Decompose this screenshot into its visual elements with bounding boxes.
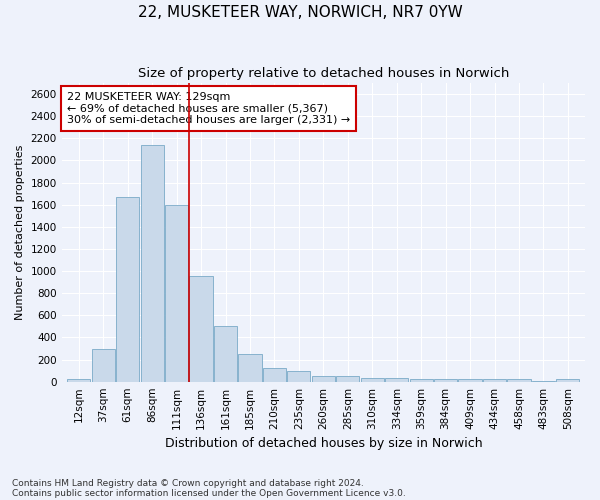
Bar	[238, 354, 262, 382]
Bar	[116, 197, 139, 382]
Title: Size of property relative to detached houses in Norwich: Size of property relative to detached ho…	[137, 68, 509, 80]
Text: Contains HM Land Registry data © Crown copyright and database right 2024.: Contains HM Land Registry data © Crown c…	[12, 478, 364, 488]
Bar	[508, 380, 530, 382]
Bar	[336, 376, 359, 382]
Bar	[214, 326, 237, 382]
Bar	[190, 276, 212, 382]
Bar	[434, 380, 457, 382]
Bar	[483, 380, 506, 382]
Bar	[556, 379, 580, 382]
Text: 22 MUSKETEER WAY: 129sqm
← 69% of detached houses are smaller (5,367)
30% of sem: 22 MUSKETEER WAY: 129sqm ← 69% of detach…	[67, 92, 350, 125]
Bar	[140, 145, 164, 382]
Bar	[361, 378, 384, 382]
Text: Contains public sector information licensed under the Open Government Licence v3: Contains public sector information licen…	[12, 488, 406, 498]
X-axis label: Distribution of detached houses by size in Norwich: Distribution of detached houses by size …	[164, 437, 482, 450]
Bar	[92, 348, 115, 382]
Bar	[312, 376, 335, 382]
Bar	[165, 204, 188, 382]
Bar	[385, 378, 409, 382]
Bar	[67, 379, 91, 382]
Bar	[532, 381, 555, 382]
Text: 22, MUSKETEER WAY, NORWICH, NR7 0YW: 22, MUSKETEER WAY, NORWICH, NR7 0YW	[137, 5, 463, 20]
Bar	[458, 380, 482, 382]
Y-axis label: Number of detached properties: Number of detached properties	[15, 144, 25, 320]
Bar	[263, 368, 286, 382]
Bar	[287, 370, 310, 382]
Bar	[410, 380, 433, 382]
